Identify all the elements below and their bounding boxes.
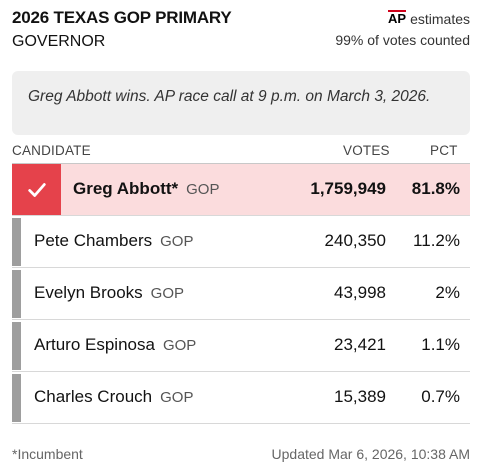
- candidate-votes: 1,759,949: [310, 179, 386, 198]
- column-header-candidate: CANDIDATE: [12, 143, 91, 158]
- candidate-name: Charles Crouch GOP: [34, 387, 193, 407]
- race-office: GOVERNOR: [12, 33, 106, 50]
- candidate-votes: 43,998: [334, 283, 386, 302]
- candidate-bar: [12, 374, 21, 422]
- candidate-name-text: Greg Abbott*: [73, 179, 179, 198]
- race-call-text: Greg Abbott wins. AP race call at 9 p.m.…: [28, 88, 431, 105]
- candidate-bar: [12, 218, 21, 266]
- ap-estimates: AP estimates: [388, 10, 470, 27]
- candidate-pct: 81.8%: [411, 179, 460, 198]
- candidate-name-text: Evelyn Brooks: [34, 283, 143, 302]
- table-row: Greg Abbott* GOP 1,759,949 81.8%: [12, 164, 470, 216]
- candidate-name: Greg Abbott* GOP: [73, 179, 219, 199]
- candidate-pct: 0.7%: [421, 387, 460, 406]
- table-row: Arturo Espinosa GOP 23,421 1.1%: [12, 320, 470, 372]
- estimates-label: estimates: [410, 11, 470, 27]
- candidate-name: Evelyn Brooks GOP: [34, 283, 184, 303]
- race-title: 2026 TEXAS GOP PRIMARY: [12, 8, 232, 27]
- check-icon: [27, 182, 46, 197]
- column-header-pct: PCT: [430, 143, 458, 158]
- incumbent-note: *Incumbent: [12, 446, 83, 462]
- candidate-votes: 23,421: [334, 335, 386, 354]
- candidate-bar: [12, 270, 21, 318]
- candidate-pct: 11.2%: [413, 231, 460, 250]
- candidate-party: GOP: [150, 285, 185, 302]
- ap-logo: AP: [388, 10, 407, 26]
- candidate-name-text: Arturo Espinosa: [34, 335, 155, 354]
- header-divider: [12, 163, 470, 164]
- winner-check: [12, 164, 61, 215]
- candidate-party: GOP: [160, 233, 194, 250]
- updated-timestamp: Updated Mar 6, 2026, 10:38 AM: [271, 446, 470, 462]
- candidate-votes: 240,350: [324, 231, 386, 250]
- table-row: Charles Crouch GOP 15,389 0.7%: [12, 372, 470, 424]
- candidate-votes: 15,389: [334, 387, 386, 406]
- candidate-name-text: Pete Chambers: [34, 231, 153, 250]
- candidate-pct: 1.1%: [421, 335, 460, 354]
- race-call-box: Greg Abbott wins. AP race call at 9 p.m.…: [12, 71, 470, 135]
- candidate-name: Pete Chambers GOP: [34, 231, 193, 251]
- votes-counted: 99% of votes counted: [335, 32, 470, 48]
- table-row: Evelyn Brooks GOP 43,998 2%: [12, 268, 470, 320]
- candidate-name-text: Charles Crouch: [34, 387, 153, 406]
- table-row: Pete Chambers GOP 240,350 11.2%: [12, 216, 470, 268]
- race-header: 2026 TEXAS GOP PRIMARY GOVERNOR AP estima…: [12, 8, 470, 54]
- column-header-votes: VOTES: [343, 143, 390, 158]
- candidate-name: Arturo Espinosa GOP: [34, 335, 196, 355]
- candidate-party: GOP: [186, 181, 220, 198]
- candidate-bar: [12, 322, 21, 370]
- candidate-party: GOP: [162, 337, 197, 354]
- candidate-party: GOP: [160, 389, 194, 406]
- candidate-pct: 2%: [435, 283, 460, 302]
